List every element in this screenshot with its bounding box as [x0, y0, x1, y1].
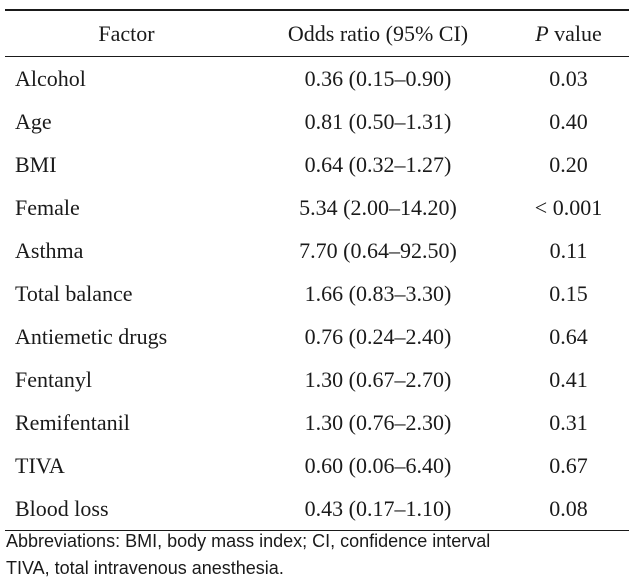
header-p-symbol: P: [535, 20, 549, 46]
cell-odds-ratio: 1.30 (0.67–2.70): [304, 366, 452, 392]
cell-factor: Fentanyl: [15, 366, 92, 392]
cell-odds-ratio: 1.30 (0.76–2.30): [304, 409, 452, 435]
cell-odds-ratio: 0.76 (0.24–2.40): [304, 323, 452, 349]
table-row: Antiemetic drugs 0.76 (0.24–2.40) 0.64: [5, 315, 629, 358]
cell-p-value: 0.64: [549, 323, 588, 349]
cell-odds-ratio: 7.70 (0.64–92.50): [299, 237, 457, 263]
header-row: Factor Odds ratio (95% CI) P value: [5, 9, 629, 57]
header-odds-ratio: Odds ratio (95% CI): [248, 9, 508, 57]
cell-p-value: 0.15: [549, 280, 588, 306]
cell-odds-ratio: 0.64 (0.32–1.27): [304, 151, 452, 177]
table-row: TIVA 0.60 (0.06–6.40) 0.67: [5, 444, 629, 487]
cell-p-value: < 0.001: [534, 194, 603, 220]
table-row: Age 0.81 (0.50–1.31) 0.40: [5, 100, 629, 143]
cell-factor: Alcohol: [15, 65, 86, 91]
cell-p-value: 0.41: [549, 366, 588, 392]
cell-odds-ratio: 0.36 (0.15–0.90): [304, 65, 452, 91]
cell-p-value: 0.67: [549, 452, 588, 478]
cell-p-value: 0.20: [549, 151, 588, 177]
cell-p-value: 0.31: [549, 409, 588, 435]
cell-p-value: 0.11: [549, 237, 588, 263]
footnote-line-1: Abbreviations: BMI, body mass index; CI,…: [6, 531, 491, 551]
odds-ratio-table: Factor Odds ratio (95% CI) P value Alcoh…: [5, 9, 629, 531]
table-row: Remifentanil 1.30 (0.76–2.30) 0.31: [5, 401, 629, 444]
cell-factor: Age: [15, 108, 52, 134]
header-p-value: P value: [508, 9, 629, 57]
table-row: Fentanyl 1.30 (0.67–2.70) 0.41: [5, 358, 629, 401]
cell-factor: Antiemetic drugs: [15, 323, 168, 349]
cell-odds-ratio: 0.81 (0.50–1.31): [304, 108, 452, 134]
cell-factor: Remifentanil: [15, 409, 130, 435]
table-row: Total balance 1.66 (0.83–3.30) 0.15: [5, 272, 629, 315]
table-body: Alcohol 0.36 (0.15–0.90) 0.03 Age 0.81 (…: [5, 57, 629, 531]
cell-p-value: 0.03: [549, 65, 588, 91]
table-footnote: Abbreviations: BMI, body mass index; CI,…: [6, 528, 630, 582]
odds-ratio-table-container: Factor Odds ratio (95% CI) P value Alcoh…: [5, 9, 629, 531]
table-row: Alcohol 0.36 (0.15–0.90) 0.03: [5, 57, 629, 101]
table-row: Female 5.34 (2.00–14.20) < 0.001: [5, 186, 629, 229]
table-header: Factor Odds ratio (95% CI) P value: [5, 9, 629, 57]
table-row: Asthma 7.70 (0.64–92.50) 0.11: [5, 229, 629, 272]
cell-factor: Blood loss: [5, 487, 248, 531]
cell-odds-ratio: 0.60 (0.06–6.40): [304, 452, 452, 478]
footnote-line-2: TIVA, total intravenous anesthesia.: [6, 558, 284, 578]
cell-odds-ratio: 0.43 (0.17–1.10): [248, 487, 508, 531]
cell-odds-ratio: 1.66 (0.83–3.30): [304, 280, 452, 306]
cell-factor: Asthma: [15, 237, 84, 263]
cell-factor: BMI: [15, 151, 57, 177]
cell-p-value: 0.08: [508, 487, 629, 531]
table-row: BMI 0.64 (0.32–1.27) 0.20: [5, 143, 629, 186]
header-factor: Factor: [5, 9, 248, 57]
cell-factor: TIVA: [15, 452, 65, 478]
cell-factor: Total balance: [15, 280, 133, 306]
cell-factor: Female: [15, 194, 80, 220]
table-row: Blood loss 0.43 (0.17–1.10) 0.08: [5, 487, 629, 531]
header-p-label: value: [548, 20, 602, 46]
cell-odds-ratio: 5.34 (2.00–14.20): [299, 194, 457, 220]
cell-p-value: 0.40: [549, 108, 588, 134]
